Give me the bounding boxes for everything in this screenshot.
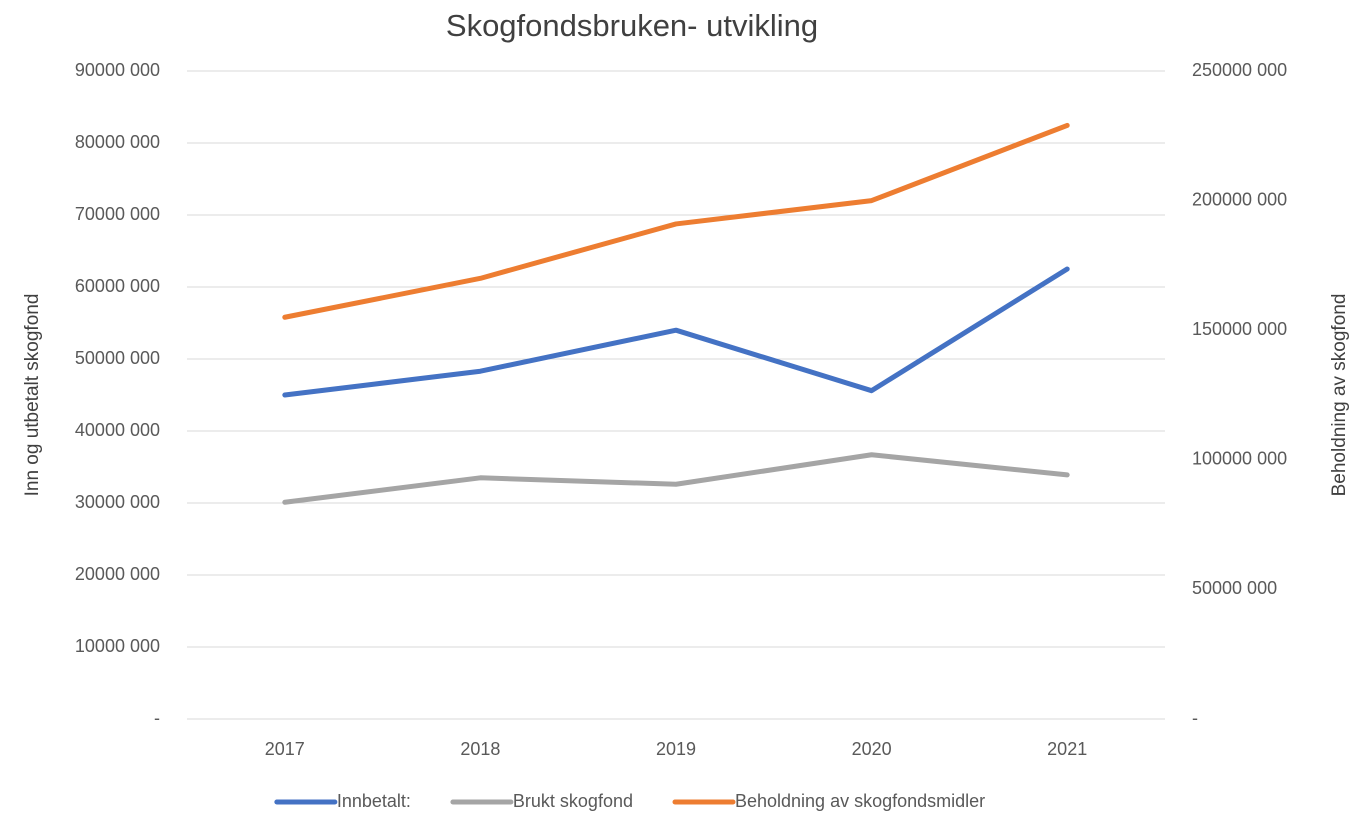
y-tick-label: 10000 000 bbox=[75, 636, 160, 656]
x-tick-label: 2017 bbox=[265, 739, 305, 759]
x-tick-label: 2020 bbox=[852, 739, 892, 759]
y2-axis-title: Beholdning av skogfond bbox=[1329, 294, 1350, 497]
y-tick-label: 70000 000 bbox=[75, 204, 160, 224]
y2-tick-label: 100000 000 bbox=[1192, 449, 1287, 469]
chart-title: Skogfondsbruken- utvikling bbox=[446, 8, 818, 43]
legend-label: Beholdning av skogfondsmidler bbox=[735, 791, 985, 811]
y-tick-label: 60000 000 bbox=[75, 276, 160, 296]
y-tick-label: 30000 000 bbox=[75, 492, 160, 512]
y2-tick-label: 250000 000 bbox=[1192, 60, 1287, 80]
x-tick-label: 2018 bbox=[460, 739, 500, 759]
y-tick-label: 90000 000 bbox=[75, 60, 160, 80]
series-line bbox=[282, 266, 1070, 398]
x-tick-label: 2019 bbox=[656, 739, 696, 759]
y-tick-label: 50000 000 bbox=[75, 348, 160, 368]
y2-tick-label: 200000 000 bbox=[1192, 189, 1287, 209]
y2-tick-label: 50000 000 bbox=[1192, 578, 1277, 598]
y-tick-label: 80000 000 bbox=[75, 132, 160, 152]
y-tick-label: - bbox=[154, 708, 160, 728]
series-line bbox=[282, 122, 1070, 320]
legend-label: Brukt skogfond bbox=[513, 791, 633, 811]
legend-label: Innbetalt: bbox=[337, 791, 411, 811]
y2-tick-label: 150000 000 bbox=[1192, 319, 1287, 339]
y-tick-label: 20000 000 bbox=[75, 564, 160, 584]
series-line bbox=[282, 452, 1070, 505]
y-axis-title: Inn og utbetalt skogfond bbox=[22, 294, 43, 497]
y2-tick-label: - bbox=[1192, 708, 1198, 728]
y-tick-label: 40000 000 bbox=[75, 420, 160, 440]
x-tick-label: 2021 bbox=[1047, 739, 1087, 759]
